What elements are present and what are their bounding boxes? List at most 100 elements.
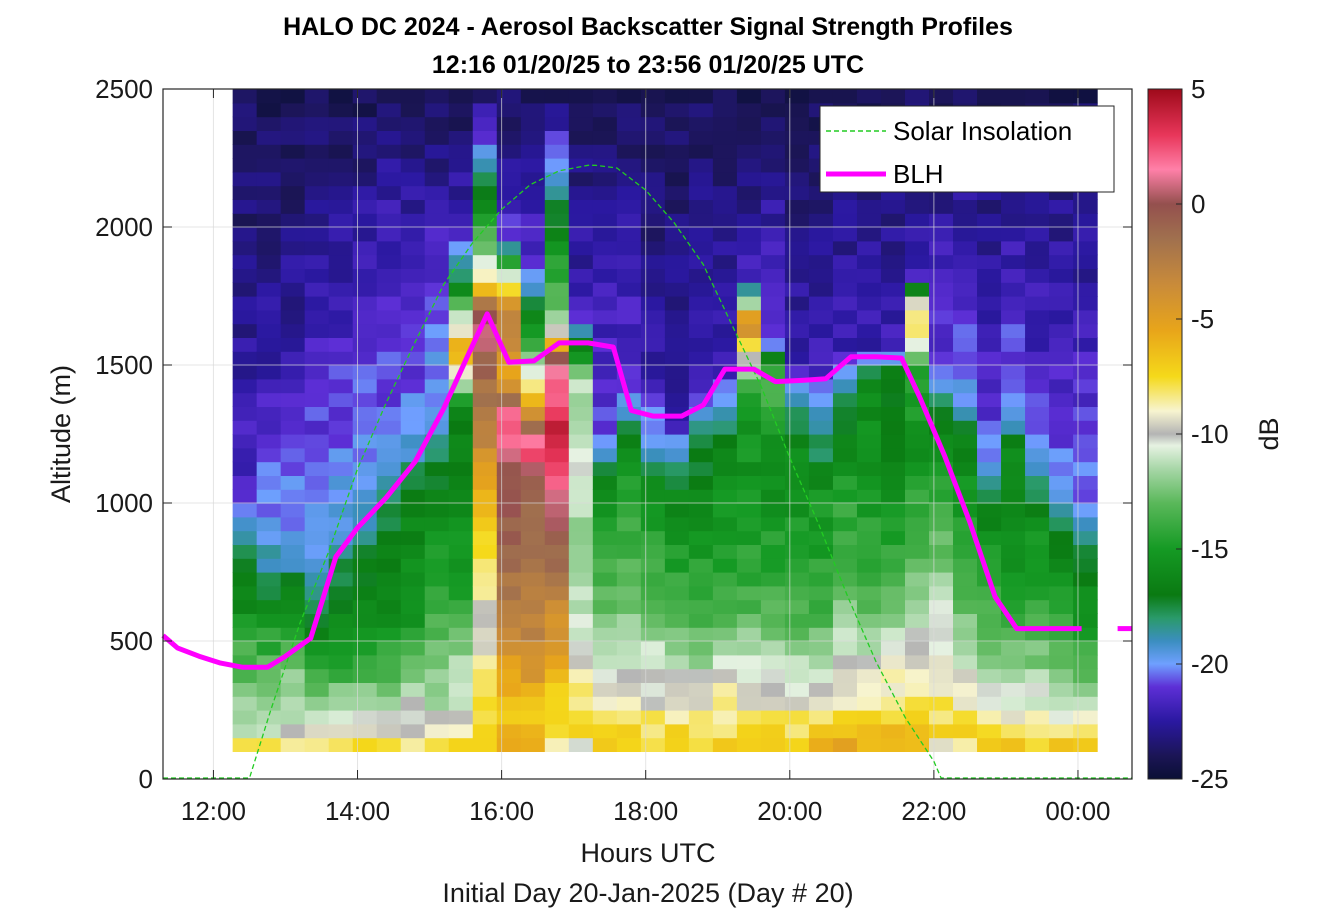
heatmap-cell	[808, 489, 834, 504]
colorbar-tick-label: -5	[1191, 304, 1214, 334]
heatmap-cell	[712, 268, 738, 283]
heatmap-cell	[736, 420, 762, 435]
heatmap-cell	[784, 434, 810, 449]
heatmap-cell	[544, 240, 570, 256]
heatmap-cell	[832, 420, 858, 435]
heatmap-cell	[856, 475, 882, 490]
heatmap-cell	[808, 461, 834, 476]
heatmap-cell	[1001, 240, 1026, 256]
heatmap-cell	[616, 351, 642, 366]
heatmap-cell	[496, 116, 522, 131]
heatmap-cell	[712, 475, 738, 490]
heatmap-cell	[688, 89, 714, 104]
heatmap-cell	[496, 171, 522, 187]
heatmap-cell	[352, 613, 378, 628]
heatmap-cell	[280, 213, 306, 228]
heatmap-cell	[472, 530, 498, 545]
heatmap-cell	[712, 102, 738, 118]
heatmap-cell	[832, 599, 858, 614]
heatmap-cell	[472, 116, 498, 131]
heatmap-cell	[376, 572, 402, 587]
heatmap-cell	[736, 171, 762, 187]
heatmap-cell	[472, 185, 498, 200]
heatmap-cell	[448, 682, 474, 697]
colorbar-tick-label: 0	[1191, 189, 1205, 219]
heatmap-cell	[640, 337, 666, 352]
heatmap-cell	[544, 627, 570, 642]
heatmap-cell	[640, 530, 666, 545]
heatmap-cell	[400, 254, 426, 269]
heatmap-cell	[784, 599, 810, 614]
heatmap-cell	[832, 475, 858, 490]
heatmap-cell	[1001, 309, 1026, 325]
heatmap-cell	[760, 516, 786, 532]
heatmap-cell	[784, 254, 810, 269]
heatmap-cell	[1025, 447, 1050, 463]
heatmap-cell	[496, 572, 522, 587]
heatmap-cell	[592, 420, 618, 435]
heatmap-cell	[352, 558, 378, 573]
heatmap-cell	[953, 213, 978, 228]
heatmap-cell	[664, 516, 690, 532]
heatmap-cell	[544, 365, 570, 380]
heatmap-cell	[953, 199, 978, 214]
heatmap-cell	[808, 282, 834, 297]
heatmap-cell	[760, 268, 786, 283]
heatmap-cell	[616, 641, 642, 656]
heatmap-cell	[1049, 696, 1074, 711]
heatmap-cell	[1073, 572, 1098, 587]
heatmap-cell	[616, 461, 642, 476]
heatmap-cell	[1001, 254, 1026, 269]
heatmap-cell	[712, 544, 738, 559]
heatmap-cell	[616, 668, 642, 683]
heatmap-cell	[280, 116, 306, 131]
heatmap-cell	[520, 309, 546, 325]
heatmap-cell	[520, 158, 546, 173]
heatmap-cell	[232, 351, 258, 366]
heatmap-cell	[856, 323, 882, 338]
heatmap-cell	[376, 668, 402, 683]
heatmap-cell	[256, 309, 282, 325]
heatmap-cell	[712, 558, 738, 573]
heatmap-cell	[929, 89, 954, 104]
heatmap-cell	[496, 434, 522, 449]
heatmap-cell	[929, 254, 954, 269]
heatmap-cell	[616, 158, 642, 173]
heatmap-cell	[352, 240, 378, 256]
heatmap-cell	[232, 213, 258, 228]
heatmap-cell	[304, 254, 330, 269]
heatmap-cell	[520, 710, 546, 725]
heatmap-cell	[256, 171, 282, 187]
heatmap-cell	[232, 696, 258, 711]
heatmap-cell	[977, 351, 1002, 366]
heatmap-cell	[977, 392, 1002, 407]
heatmap-cell	[953, 447, 978, 463]
heatmap-cell	[472, 199, 498, 214]
heatmap-cell	[448, 475, 474, 490]
heatmap-cell	[616, 144, 642, 159]
heatmap-cell	[688, 323, 714, 338]
heatmap-cell	[472, 434, 498, 449]
heatmap-cell	[592, 461, 618, 476]
heatmap-cell	[880, 723, 906, 739]
heatmap-cell	[376, 599, 402, 614]
heatmap-cell	[328, 199, 354, 214]
heatmap-cell	[496, 613, 522, 628]
heatmap-cell	[568, 475, 594, 490]
heatmap-cell	[352, 641, 378, 656]
heatmap-cell	[400, 406, 426, 421]
heatmap-cell	[688, 102, 714, 118]
heatmap-cell	[760, 447, 786, 463]
heatmap-cell	[544, 199, 570, 214]
heatmap-cell	[1073, 392, 1098, 407]
heatmap-cell	[784, 309, 810, 325]
heatmap-cell	[496, 475, 522, 490]
heatmap-cell	[784, 737, 810, 752]
heatmap-cell	[352, 572, 378, 587]
heatmap-cell	[568, 351, 594, 366]
heatmap-cell	[592, 406, 618, 421]
heatmap-cell	[929, 309, 954, 325]
heatmap-cell	[592, 572, 618, 587]
heatmap-cell	[856, 213, 882, 228]
heatmap-cell	[953, 227, 978, 242]
